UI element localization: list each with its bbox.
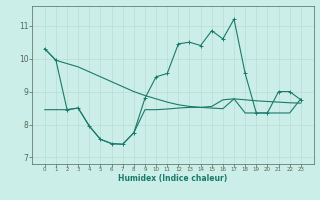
- X-axis label: Humidex (Indice chaleur): Humidex (Indice chaleur): [118, 174, 228, 183]
